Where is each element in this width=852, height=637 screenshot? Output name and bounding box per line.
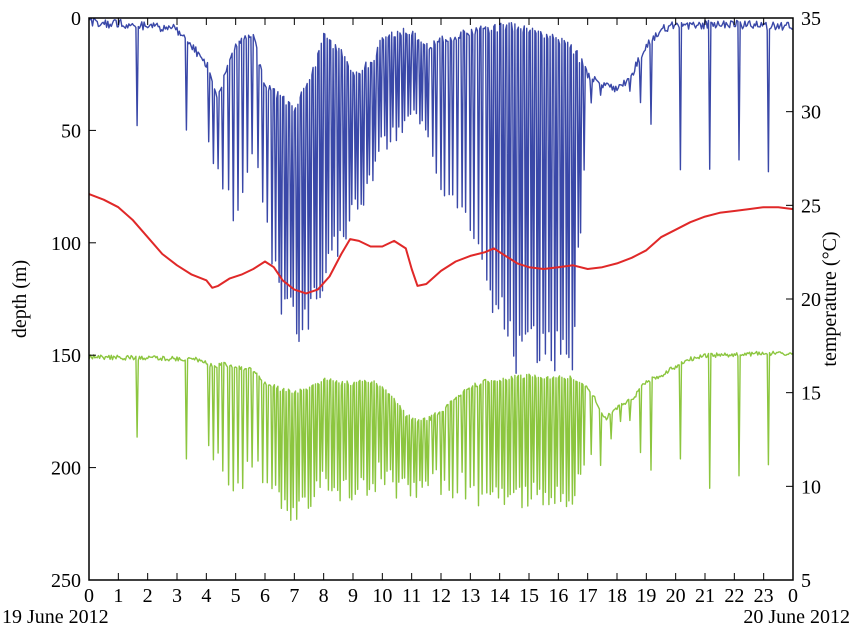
x-tick-label: 23 bbox=[754, 585, 774, 607]
y-left-tick-label: 150 bbox=[51, 345, 81, 367]
x-tick-label: 8 bbox=[319, 585, 329, 607]
y-right-tick-label: 10 bbox=[801, 476, 821, 498]
y-right-axis-title: temperature (°C) bbox=[819, 231, 841, 366]
surface-temperature-line bbox=[89, 193, 793, 295]
ticks-layer: 0 1 2 3 4 5 6 7 8 9 10 11 12 13 14 15 16 17 18 19 20 21 22 23 00… bbox=[51, 8, 821, 607]
x-tick-label: 14 bbox=[490, 585, 510, 607]
y-left-tick-label: 200 bbox=[51, 458, 81, 480]
x-axis-start-date: 19 June 2012 bbox=[2, 606, 109, 628]
x-tick-label: 16 bbox=[548, 585, 568, 607]
x-tick-label: 19 bbox=[636, 585, 656, 607]
x-tick-label: 13 bbox=[460, 585, 480, 607]
x-tick-label: 11 bbox=[402, 585, 421, 607]
y-left-tick-label: 100 bbox=[51, 233, 81, 255]
y-left-tick-label: 50 bbox=[61, 120, 81, 142]
x-tick-label: 4 bbox=[201, 585, 211, 607]
x-tick-label: 20 bbox=[666, 585, 686, 607]
y-left-tick-label: 0 bbox=[71, 8, 81, 30]
x-tick-label: 0 bbox=[788, 585, 798, 607]
depth-temperature-line bbox=[89, 350, 793, 521]
x-tick-label: 21 bbox=[695, 585, 715, 607]
y-right-tick-label: 15 bbox=[801, 383, 821, 405]
x-tick-label: 18 bbox=[607, 585, 627, 607]
x-tick-label: 15 bbox=[519, 585, 539, 607]
series-layer bbox=[89, 18, 793, 521]
x-tick-label: 9 bbox=[348, 585, 358, 607]
x-tick-label: 5 bbox=[231, 585, 241, 607]
y-right-tick-label: 30 bbox=[801, 102, 821, 124]
y-right-tick-label: 5 bbox=[801, 570, 811, 592]
x-tick-label: 0 bbox=[84, 585, 94, 607]
x-tick-label: 12 bbox=[431, 585, 451, 607]
y-left-tick-label: 250 bbox=[51, 570, 81, 592]
x-tick-label: 3 bbox=[172, 585, 182, 607]
x-tick-label: 22 bbox=[724, 585, 744, 607]
y-left-axis-title: depth (m) bbox=[9, 260, 31, 338]
x-tick-label: 2 bbox=[143, 585, 153, 607]
x-tick-label: 6 bbox=[260, 585, 270, 607]
x-tick-label: 10 bbox=[372, 585, 392, 607]
x-tick-label: 1 bbox=[113, 585, 123, 607]
depth-series-line bbox=[89, 18, 793, 374]
x-tick-label: 17 bbox=[578, 585, 598, 607]
x-axis-end-date: 20 June 2012 bbox=[743, 606, 850, 628]
y-right-tick-label: 35 bbox=[801, 8, 821, 30]
y-right-tick-label: 25 bbox=[801, 195, 821, 217]
y-right-tick-label: 20 bbox=[801, 289, 821, 311]
x-tick-label: 7 bbox=[289, 585, 299, 607]
